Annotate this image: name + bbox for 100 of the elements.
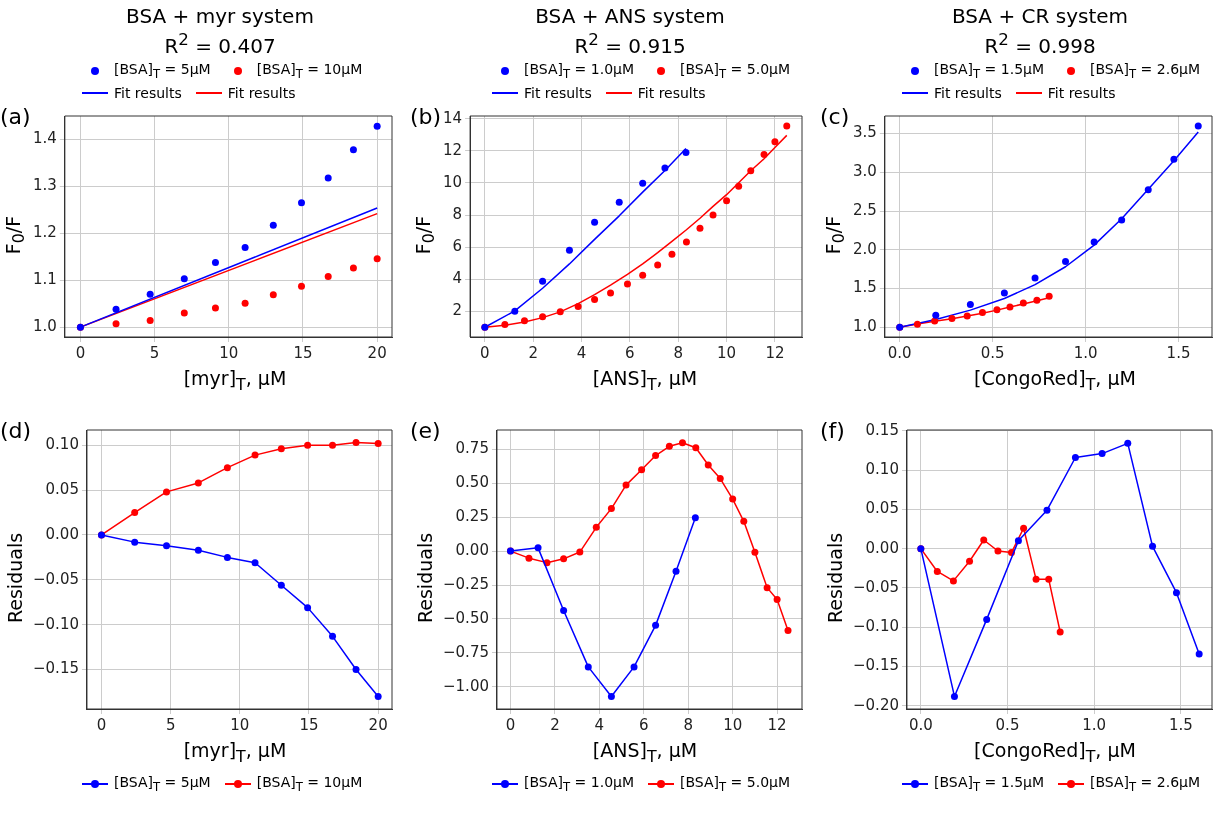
y-tick-label: 0.50 — [455, 473, 489, 492]
point — [751, 548, 759, 556]
x-tick-label: 10 — [219, 344, 239, 363]
point — [760, 151, 768, 159]
x-tick-label: 6 — [639, 715, 649, 734]
x-tick-label: 4 — [594, 715, 605, 734]
y-axis-title: Residuals — [4, 532, 26, 624]
point — [639, 272, 647, 280]
point — [1056, 628, 1064, 636]
point — [373, 255, 381, 263]
x-tick-label: 12 — [767, 715, 787, 734]
y-tick-label: −0.05 — [33, 569, 79, 588]
legend-label: [BSA]$_{T}$ = 5.0μM — [680, 772, 791, 796]
point — [556, 308, 564, 316]
point — [1043, 506, 1051, 514]
point — [615, 199, 623, 207]
point — [740, 517, 748, 525]
point — [696, 225, 704, 233]
point — [1033, 297, 1041, 305]
point — [949, 577, 957, 585]
y-tick-label: 0.25 — [455, 507, 489, 526]
point — [329, 632, 337, 640]
point — [352, 439, 360, 447]
legend-label: [BSA]$_{T}$ = 5μM — [114, 772, 211, 796]
point — [269, 222, 277, 230]
y-tick-label: 8 — [452, 205, 463, 224]
point — [1090, 238, 1098, 246]
chart-title: BSA + CR system — [950, 4, 1130, 28]
point — [607, 505, 615, 513]
point — [735, 183, 743, 191]
y-tick-label: 0.05 — [45, 480, 79, 498]
chart-title: BSA + myr system — [125, 4, 315, 28]
y-tick-label: 0.00 — [865, 538, 899, 557]
legend-label: [BSA]$_{T}$ = 2.6μM — [1090, 59, 1201, 83]
x-tick-label: 10 — [717, 344, 737, 363]
point — [1194, 123, 1202, 131]
text: (d) — [0, 418, 32, 444]
point — [349, 146, 357, 154]
point — [180, 275, 188, 283]
point — [163, 488, 171, 496]
point — [747, 167, 755, 175]
y-tick-label: 0.10 — [865, 459, 899, 478]
x-tick-label: 15 — [299, 715, 319, 734]
point — [948, 315, 956, 323]
point — [665, 442, 673, 450]
point — [591, 296, 599, 304]
point — [1144, 186, 1152, 194]
x-tick-label: 20 — [368, 715, 388, 734]
point — [932, 312, 940, 320]
point — [1098, 450, 1106, 458]
point — [592, 523, 600, 531]
y-tick-label: −0.75 — [443, 642, 489, 661]
point — [709, 211, 717, 219]
y-tick-label: 0.10 — [45, 435, 79, 454]
point — [534, 544, 542, 552]
point — [560, 606, 568, 614]
point — [374, 439, 382, 447]
point — [931, 318, 939, 325]
chart-subtitle: R$^{2}$ = 0.915 — [573, 29, 687, 58]
y-tick-label: 0.75 — [455, 439, 489, 458]
point — [146, 291, 154, 299]
y-tick-label: −1.00 — [443, 676, 489, 695]
x-tick-label: 20 — [367, 344, 387, 363]
x-tick-label: 10 — [230, 715, 250, 734]
point — [607, 693, 615, 701]
legend-label: [BSA]$_{T}$ = 5.0μM — [680, 59, 791, 83]
y-tick-label: 3.5 — [853, 123, 877, 142]
point — [241, 244, 249, 252]
point — [251, 559, 259, 567]
point — [1019, 299, 1027, 307]
point — [704, 461, 712, 469]
x-tick-label: 6 — [625, 344, 635, 363]
point — [784, 626, 792, 634]
point — [298, 199, 305, 207]
x-tick-label: 0.5 — [995, 715, 1020, 734]
point — [682, 149, 690, 157]
point — [1020, 524, 1028, 532]
y-tick-label: 14 — [442, 109, 463, 128]
y-tick-label: 12 — [442, 141, 463, 160]
x-tick-label: 2 — [528, 344, 538, 363]
point — [1071, 454, 1079, 462]
x-tick-label: 10 — [723, 715, 743, 734]
point — [584, 663, 592, 671]
point — [1045, 293, 1053, 301]
chart-title: BSA + ANS system — [534, 4, 726, 28]
y-tick-label: −0.20 — [853, 695, 899, 714]
point — [630, 663, 638, 671]
x-tick-label: 8 — [683, 715, 694, 734]
point — [349, 264, 357, 272]
point — [682, 238, 690, 246]
point — [978, 309, 986, 317]
y-tick-label: 2.5 — [853, 201, 877, 220]
legend-label: [BSA]$_{T}$ = 1.5μM — [934, 772, 1045, 796]
point — [1032, 575, 1040, 583]
y-tick-label: −0.05 — [853, 577, 899, 596]
point — [565, 247, 573, 255]
point — [194, 479, 202, 487]
point — [1006, 303, 1014, 311]
x-tick-label: 4 — [576, 344, 587, 363]
point — [223, 464, 231, 472]
